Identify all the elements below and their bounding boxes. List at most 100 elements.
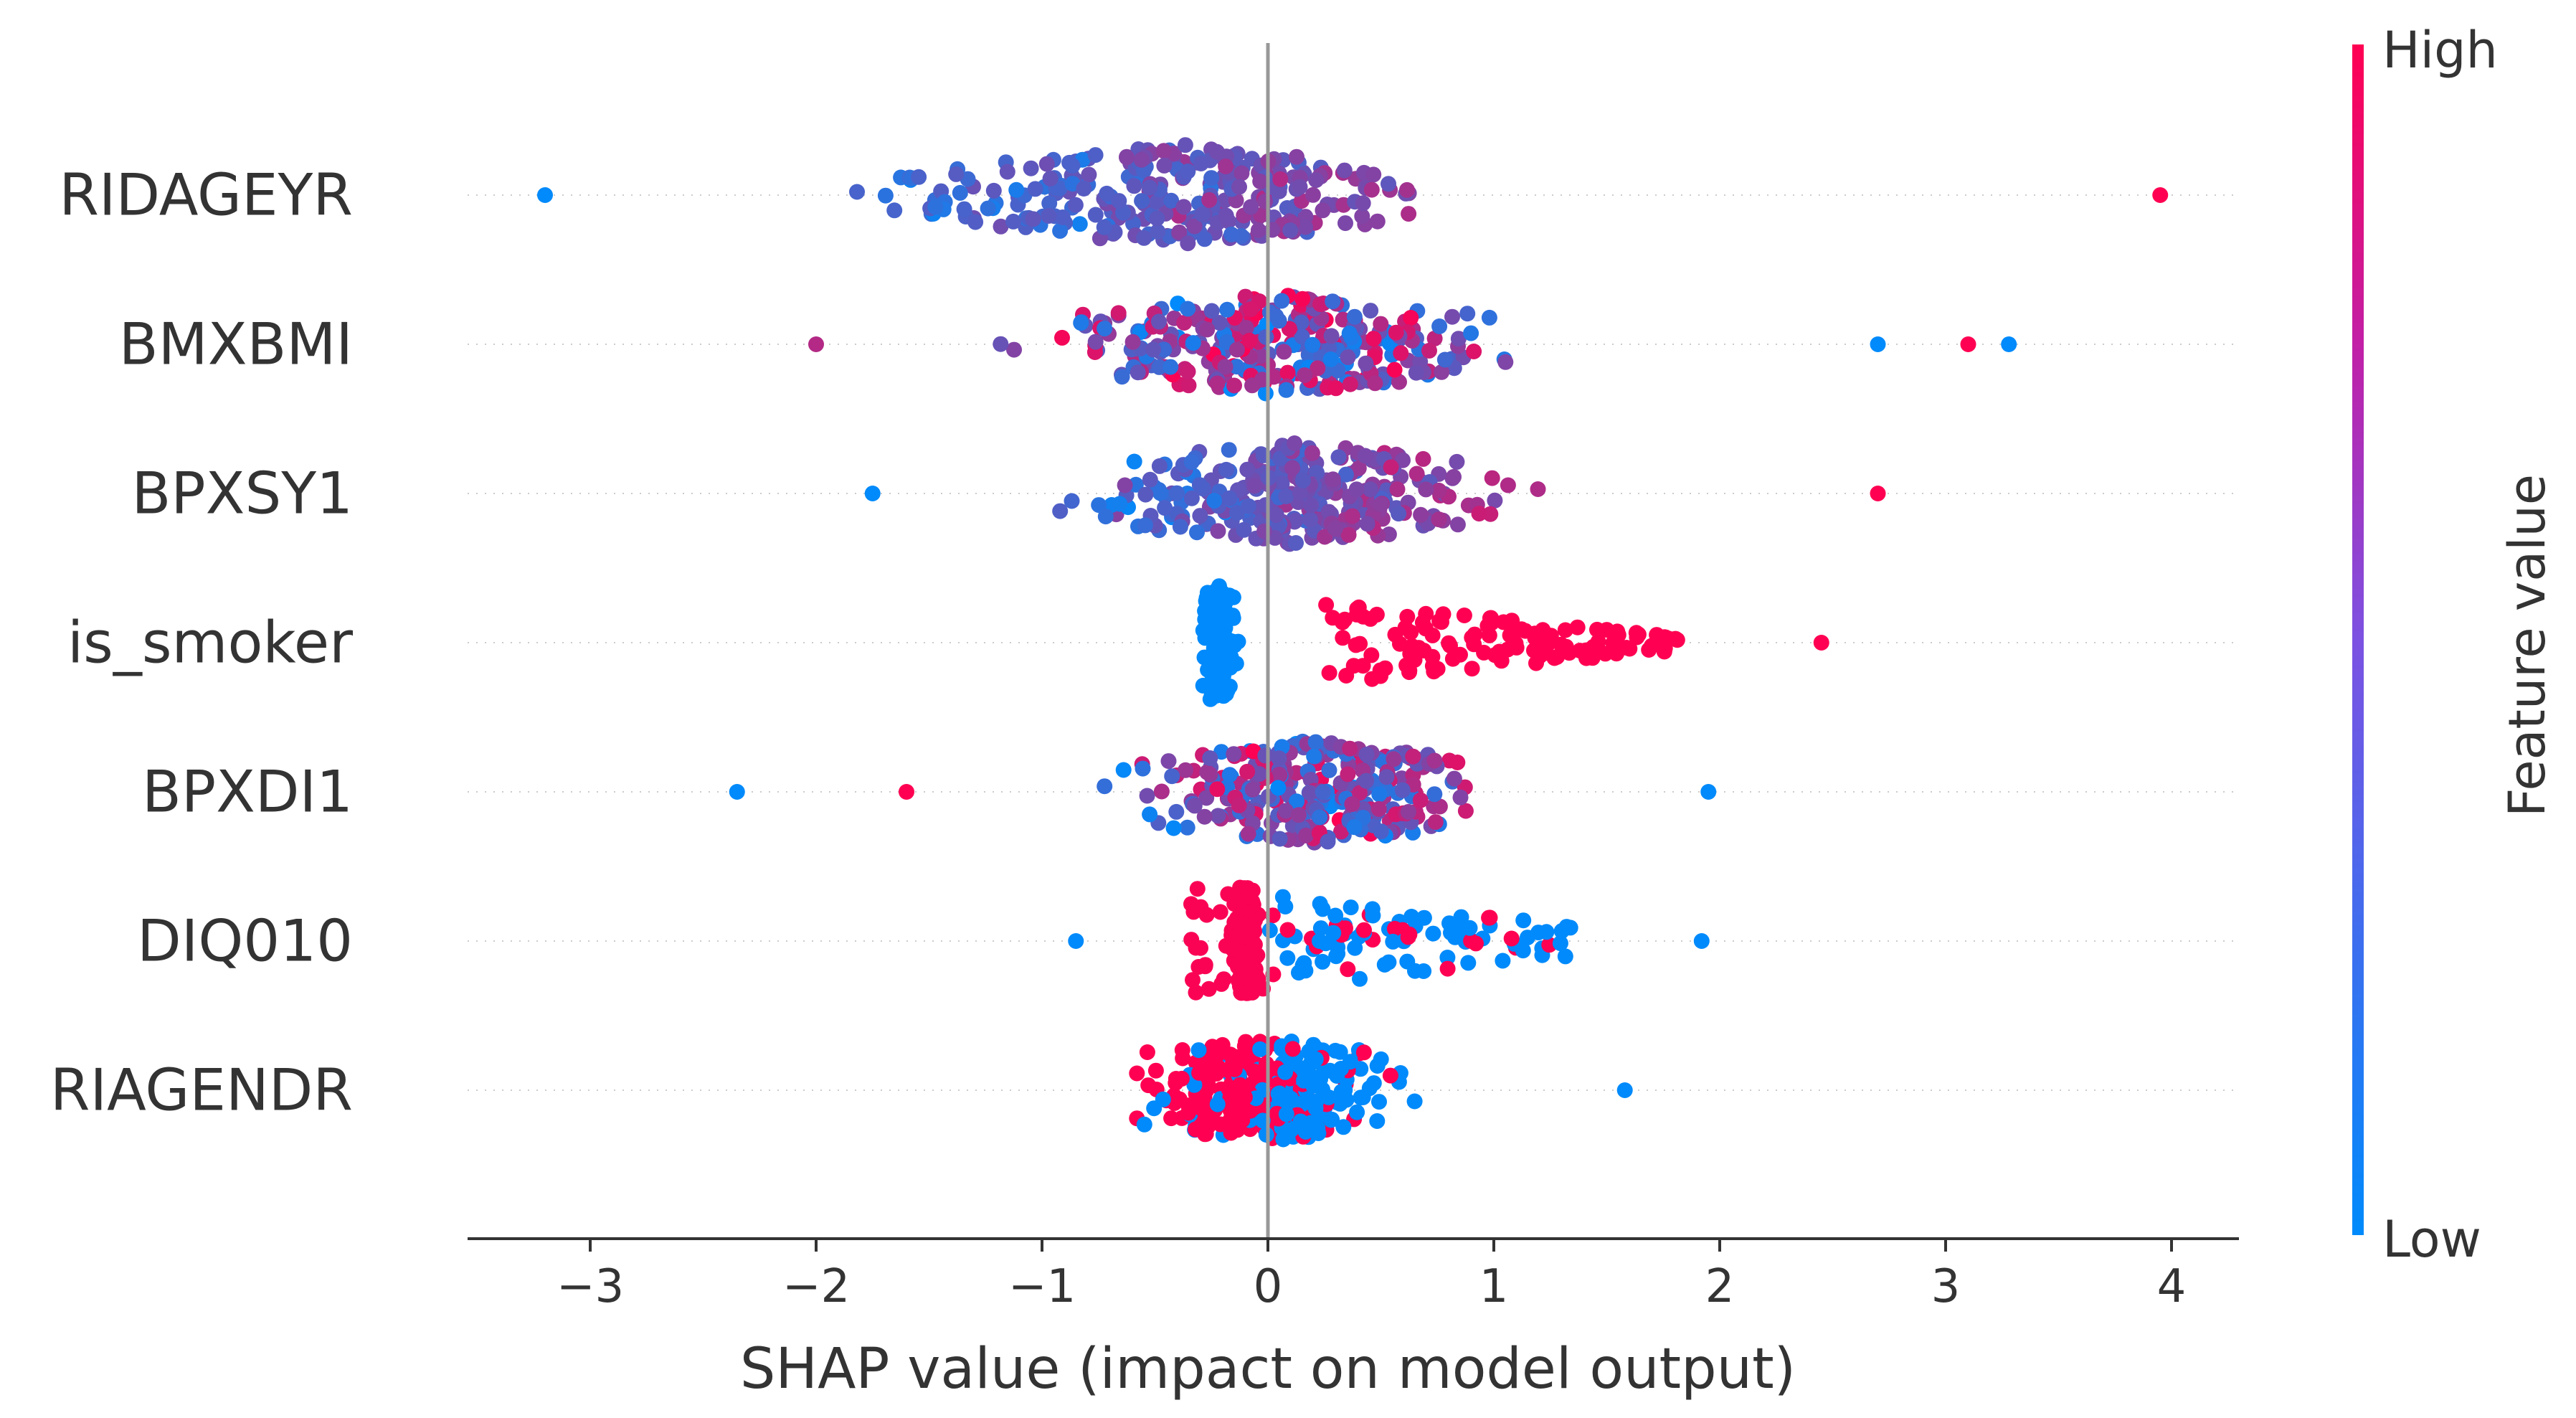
shap-point [1357, 448, 1373, 464]
shap-point [1164, 768, 1180, 785]
shap-point [1218, 159, 1234, 174]
shap-point [1223, 226, 1240, 242]
shap-point [1257, 747, 1274, 764]
shap-point [1364, 671, 1381, 687]
shap-point [1495, 614, 1512, 630]
shap-point [1087, 147, 1104, 164]
shap-point [993, 218, 1009, 235]
shap-point [1240, 826, 1256, 842]
shap-point [1126, 453, 1142, 470]
shap-point [1041, 195, 1058, 212]
shap-point [1293, 314, 1310, 331]
shap-point [1297, 219, 1313, 235]
shap-point [1337, 920, 1353, 937]
shap-point [1439, 960, 1456, 977]
shap-point [1960, 336, 1976, 352]
shap-point [1463, 932, 1479, 949]
shap-point [1363, 303, 1379, 319]
shap-point [1156, 341, 1173, 358]
shap-point [1399, 608, 1416, 625]
shap-point [1302, 785, 1318, 801]
shap-point [1307, 734, 1324, 750]
shap-point [1500, 477, 1516, 493]
x-tick-label: −1 [1008, 1260, 1076, 1313]
shap-point [1151, 458, 1168, 474]
shap-point [1097, 778, 1113, 795]
shap-point [1369, 213, 1386, 230]
shap-point [1549, 648, 1566, 665]
shap-point [1401, 803, 1416, 820]
shap-point [1303, 497, 1320, 514]
shap-point [1245, 917, 1261, 933]
shap-point [1193, 156, 1209, 171]
shap-point [1204, 627, 1221, 643]
shap-point [1425, 925, 1441, 942]
shap-point [1201, 192, 1218, 208]
shap-point [1515, 912, 1532, 929]
shap-point [1134, 193, 1150, 209]
shap-point [1239, 461, 1256, 478]
shap-point [1284, 460, 1301, 476]
shap-point [980, 200, 996, 217]
shap-point [1025, 211, 1041, 227]
shap-point [1340, 961, 1356, 978]
shap-point [1279, 950, 1296, 966]
shap-point [1321, 762, 1337, 778]
shap-point [1211, 682, 1227, 698]
shap-point [1350, 460, 1367, 476]
shap-point [886, 202, 903, 219]
shap-point [1268, 507, 1284, 523]
colorbar-title: Feature value [2498, 474, 2557, 817]
shap-point [1278, 488, 1294, 504]
shap-point [1005, 213, 1021, 230]
shap-point [1216, 632, 1233, 648]
shap-point [1325, 293, 1341, 310]
shap-point [1358, 772, 1375, 789]
shap-point [1562, 920, 1578, 936]
shap-point [1096, 219, 1112, 235]
shap-point [1071, 216, 1088, 232]
shap-point [1221, 490, 1238, 506]
shap-point [1323, 328, 1340, 344]
shap-point [1349, 1104, 1365, 1120]
shap-point [1463, 325, 1479, 341]
shap-point [1283, 1122, 1299, 1138]
shap-point [1152, 485, 1168, 501]
feature-label: is_smoker [67, 610, 353, 676]
shap-point [1401, 206, 1417, 222]
shap-point [1350, 599, 1367, 615]
shap-point [1315, 953, 1331, 970]
shap-point [1308, 172, 1325, 189]
shap-point [1348, 481, 1365, 498]
shap-point [1186, 798, 1203, 814]
shap-point [1191, 1064, 1208, 1081]
shap-point [1369, 1113, 1386, 1129]
x-tick-label: 3 [1931, 1260, 1961, 1313]
shap-point [1256, 523, 1273, 539]
shap-point [1199, 585, 1216, 601]
shap-point [1342, 376, 1358, 392]
shap-point [1365, 331, 1382, 347]
shap-point [1452, 646, 1468, 663]
shap-point [1206, 493, 1223, 509]
shap-point [1426, 752, 1443, 769]
shap-point [1365, 1075, 1382, 1092]
shap-point [1236, 521, 1252, 538]
x-tick-label: −2 [782, 1260, 850, 1313]
shap-point [1296, 1072, 1312, 1089]
shap-point [1097, 509, 1114, 525]
shap-point [1232, 893, 1249, 909]
shap-point [1365, 166, 1382, 183]
feature-labels: RIDAGEYR BMXBMI BPXSY1 is_smoker BPXDI1 DIQ01… [50, 162, 353, 1124]
shap-point [1431, 798, 1448, 815]
shap-point [1320, 833, 1336, 850]
shap-point [1099, 185, 1115, 202]
shap-point [1284, 1041, 1301, 1057]
shap-point [1327, 1042, 1343, 1059]
shap-point [1006, 341, 1022, 358]
shap-point [877, 187, 894, 204]
shap-point [1399, 181, 1415, 198]
shap-point [1165, 820, 1182, 836]
shap-point [1589, 621, 1605, 638]
shap-point [1312, 920, 1329, 937]
